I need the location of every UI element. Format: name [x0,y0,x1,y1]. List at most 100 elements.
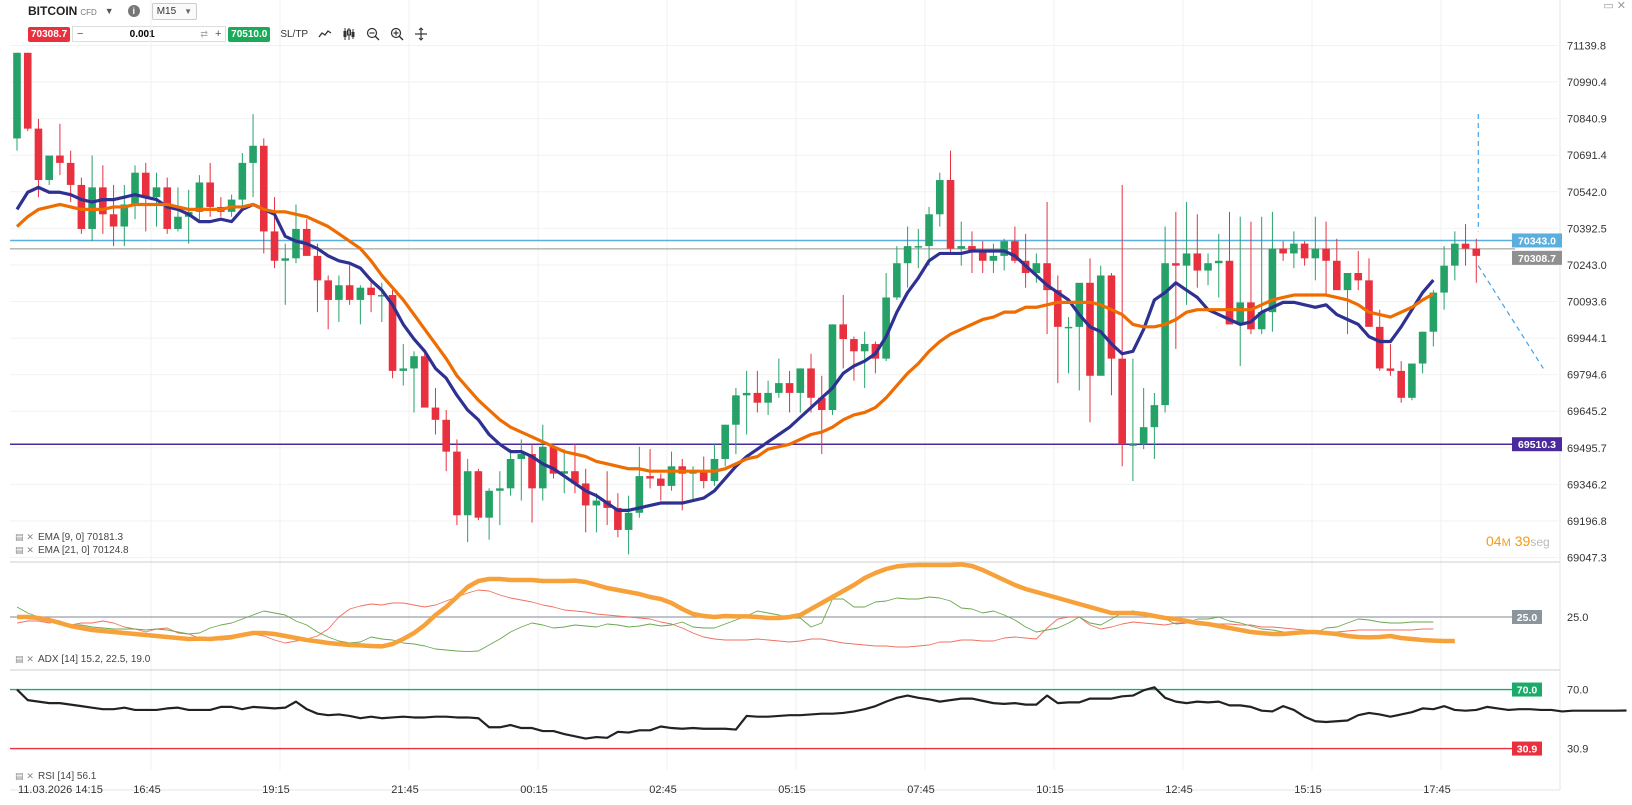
sltp-button[interactable]: SL/TP [280,28,309,40]
candle-bearish [753,392,762,403]
candle-bearish [442,419,450,452]
candle-bearish [1397,370,1405,398]
x-axis-tick: 16:45 [133,784,161,796]
candle-bearish [56,155,64,163]
y-axis-tick: 69495.7 [1567,443,1607,455]
chevron-down-icon: ▼ [184,6,193,16]
ema21-legend[interactable]: EMA [21, 0] 70124.8 [38,545,129,556]
price-line-label-bg [1512,437,1562,452]
rsi-axis-tick: 30.9 [1567,744,1588,756]
candle-bearish [1011,241,1019,261]
adx-line [17,562,1455,649]
increase-quantity-button[interactable]: + [214,28,222,40]
visibility-toggle-icon: ▤ ✕ [15,546,34,556]
candle-bearish [420,356,429,408]
candle-bearish [1118,358,1126,445]
candle-bullish [796,368,805,393]
candle-bearish [946,180,955,249]
ema9-legend[interactable]: EMA [9, 0] 70181.3 [38,532,123,543]
swap-icon[interactable]: ⇄ [200,28,208,39]
candle-bullish [120,204,129,227]
candle-bullish [1268,248,1277,313]
rsi-level-label: 30.9 [1517,744,1538,756]
candle-bullish [485,490,493,518]
zoom-in-icon[interactable] [390,27,404,41]
candle-bullish [45,155,53,181]
countdown-seconds-unit: seg [1530,535,1549,549]
price-line-label-bg [1512,233,1562,248]
price-line-label: 70308.7 [1518,253,1556,265]
candle-bullish [378,295,386,297]
candle-bullish [935,180,944,215]
info-icon[interactable]: i [127,5,140,17]
countdown-minutes-unit: M [1502,537,1511,549]
window-controls[interactable]: ▭ ✕ [1603,0,1626,12]
candle-bearish [1461,243,1470,249]
candle-bullish [335,285,343,300]
candle-bullish [882,297,890,359]
candle-bearish [345,285,354,300]
countdown-seconds: 39 [1515,533,1531,549]
candle-bullish [1440,265,1448,293]
candle-bearish [367,287,375,296]
candle-bearish [785,383,794,393]
y-axis-tick: 70542.0 [1567,187,1607,199]
visibility-toggle-icon: ▤ ✕ [15,772,34,782]
rsi-legend[interactable]: RSI [14] 56.1 [38,771,97,782]
plus-di-line [16,596,1434,653]
crosshair-icon[interactable] [414,27,428,41]
candle-bearish [324,280,332,300]
candle-bearish [109,214,118,227]
candle-bullish [1429,292,1438,332]
candles-icon[interactable] [342,27,356,41]
candle-bearish [259,145,268,232]
quantity-input[interactable] [87,28,198,40]
candle-bullish [1139,427,1148,445]
candle-bullish [281,258,290,261]
candle-bearish [66,162,75,185]
line-chart-icon[interactable] [318,27,332,41]
rsi-level-label: 70.0 [1517,685,1538,697]
candle-bearish [453,451,461,516]
candle-bearish [1225,260,1234,325]
visibility-toggle-icon: ▤ ✕ [15,655,34,665]
price-line-label: 70343.0 [1518,235,1556,247]
symbol-name[interactable]: BITCOIN [28,4,78,18]
adx-level-label: 25.0 [1517,612,1538,624]
candle-bearish [1375,326,1384,369]
candle-bullish [399,368,408,371]
countdown-minutes: 04 [1486,533,1502,549]
candle-bearish [388,295,397,371]
y-axis-tick: 69047.3 [1567,553,1607,565]
candle-bearish [206,182,214,207]
sell-button[interactable]: 70308.7 [28,26,71,42]
candle-bearish [839,324,848,340]
decrease-quantity-button[interactable]: − [76,28,84,40]
candle-bullish [903,246,912,264]
y-axis-tick: 69196.8 [1567,516,1607,528]
candle-bullish [410,356,418,369]
zoom-out-icon[interactable] [366,27,380,41]
timeframe-select[interactable]: M15 ▼ [151,2,198,20]
candle-bullish [1000,241,1008,256]
candle-bearish [817,397,826,411]
candle-bearish [77,184,86,229]
candle-bullish [1418,331,1427,364]
candle-bullish [1161,263,1169,406]
candle-bullish [195,182,204,212]
candle-bearish [807,368,815,398]
buy-button[interactable]: 70510.0 [228,26,271,42]
x-axis-tick: 21:45 [391,784,419,796]
candle-bullish [1311,248,1320,259]
candle-bullish [742,392,751,396]
candle-bearish [549,446,558,474]
symbol-dropdown-icon[interactable]: ▼ [104,6,114,16]
candle-bearish [1365,280,1373,327]
candle-bullish [764,392,772,403]
candle-bullish [174,216,182,229]
x-axis-tick: 11.03.2026 14:15 [18,784,103,796]
quantity-stepper: − ⇄ + [72,26,227,42]
adx-legend[interactable]: ADX [14] 15.2, 22.5, 19.0 [38,654,151,665]
y-axis-tick: 69794.6 [1567,370,1607,382]
